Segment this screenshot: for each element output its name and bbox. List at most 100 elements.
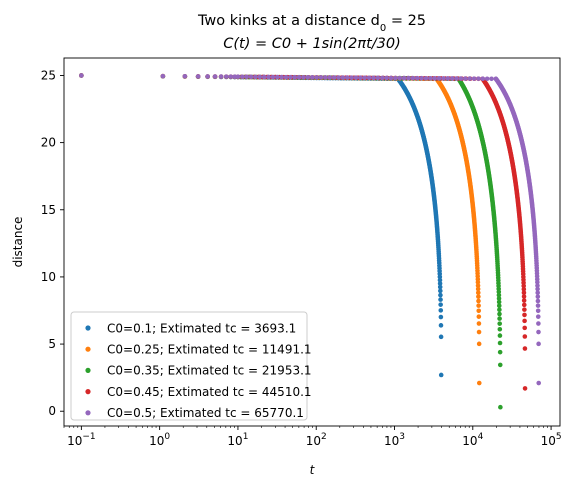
data-point — [344, 75, 350, 80]
data-point — [212, 74, 218, 79]
data-point — [205, 74, 210, 79]
title-line-2: C(t) = C0 + 1sin(2πt/30) — [223, 36, 401, 52]
data-point — [235, 74, 241, 80]
data-point — [437, 277, 443, 283]
plot-area — [63, 57, 561, 427]
data-point — [536, 321, 541, 326]
data-point — [535, 286, 540, 292]
x-tick-label: 101 — [227, 432, 248, 448]
data-point — [292, 74, 298, 80]
data-point — [353, 75, 359, 80]
data-point — [438, 308, 444, 313]
data-point — [535, 298, 541, 304]
data-point — [436, 76, 442, 81]
data-point — [438, 288, 443, 294]
data-point — [438, 297, 443, 302]
data-point — [309, 75, 315, 80]
y-tick-label: 25 — [41, 68, 56, 82]
data-point — [475, 286, 481, 292]
data-point — [449, 76, 455, 81]
legend-entry: C0=0.1; Extimated tc = 3693.1 — [107, 321, 296, 335]
legend-entry: C0=0.25; Extimated tc = 11491.1 — [107, 343, 312, 357]
data-point — [476, 380, 482, 386]
data-point — [496, 303, 502, 309]
data-point — [476, 294, 481, 299]
data-point — [223, 74, 229, 79]
data-point — [283, 74, 289, 80]
data-point — [535, 283, 540, 288]
data-point — [438, 372, 444, 378]
data-point — [160, 73, 166, 79]
x-tick-label: 104 — [462, 432, 483, 448]
chart-title: Two kinks at a distance d0 = 25 C(t) = C… — [197, 13, 426, 52]
data-point — [497, 326, 503, 332]
data-point — [397, 75, 403, 81]
data-point — [535, 280, 540, 285]
x-tick-label: 10−1 — [67, 432, 96, 448]
data-point — [489, 76, 494, 82]
data-point — [535, 290, 540, 296]
y-tick-label: 20 — [41, 136, 56, 150]
data-point — [393, 75, 398, 81]
data-point — [79, 73, 84, 78]
data-point — [480, 76, 486, 82]
data-point — [414, 75, 420, 81]
data-point — [195, 74, 201, 79]
legend-marker — [85, 389, 91, 395]
data-point — [521, 290, 527, 296]
legend-marker — [85, 410, 91, 416]
data-point — [476, 314, 482, 319]
legend-entry: C0=0.35; Extimated tc = 21953.1 — [107, 364, 312, 378]
data-point — [388, 75, 394, 81]
legend-entry: C0=0.5; Extimated tc = 65770.1 — [107, 406, 304, 420]
data-point — [305, 74, 311, 80]
data-point — [521, 298, 527, 303]
data-point — [349, 75, 354, 80]
data-point — [476, 321, 482, 326]
series-5-points — [79, 73, 542, 386]
data-point — [496, 296, 502, 301]
data-point — [522, 307, 527, 312]
legend-marker — [85, 325, 91, 331]
data-point — [535, 294, 541, 299]
data-point — [471, 76, 477, 81]
data-point — [437, 281, 443, 286]
data-point — [257, 74, 263, 80]
data-point — [522, 386, 528, 391]
data-point — [323, 75, 328, 80]
data-point — [535, 303, 541, 308]
x-axis-label: t — [310, 463, 316, 477]
data-point — [384, 75, 389, 81]
y-tick-label: 10 — [41, 270, 56, 284]
data-point — [497, 307, 502, 313]
data-point — [476, 308, 482, 314]
data-point — [419, 75, 424, 81]
data-point — [266, 74, 271, 80]
data-point — [182, 74, 188, 79]
data-point — [327, 75, 333, 80]
data-point — [401, 75, 407, 81]
data-point — [475, 283, 481, 288]
data-point — [366, 75, 372, 81]
legend-marker — [85, 346, 91, 352]
data-point — [270, 74, 276, 80]
data-point — [232, 74, 238, 79]
data-point — [437, 284, 443, 290]
data-point — [218, 74, 224, 79]
data-point — [497, 311, 502, 317]
data-points — [79, 73, 542, 410]
data-point — [476, 341, 482, 347]
x-tick-label: 105 — [541, 432, 562, 448]
data-point — [438, 334, 444, 340]
data-point — [375, 75, 381, 81]
x-axis: 10−1 100 101 102 103 104 105 — [63, 426, 562, 448]
data-point — [476, 329, 482, 335]
data-point — [362, 75, 368, 81]
data-point — [497, 340, 503, 346]
data-point — [522, 312, 527, 318]
data-point — [476, 303, 481, 308]
data-point — [467, 76, 472, 81]
data-point — [228, 74, 234, 79]
data-point — [314, 75, 319, 80]
